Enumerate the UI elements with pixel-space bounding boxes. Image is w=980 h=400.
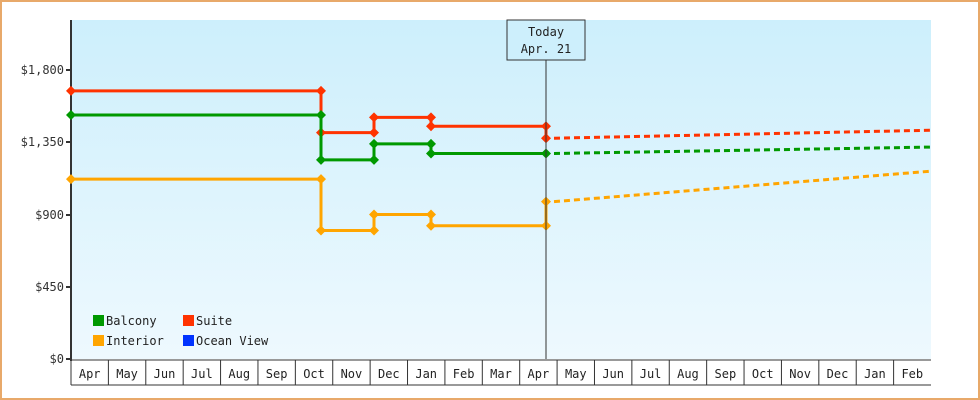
x-axis: Apr May Jun Jul Aug Sep Oct Nov Dec Jan Feb Mar Apr M… (70, 359, 931, 386)
x-tick-label: Jul (640, 367, 662, 381)
legend-label: Ocean View (196, 334, 269, 348)
data-point-marker (369, 127, 379, 138)
data-point-marker (66, 109, 76, 120)
legend-item-interior[interactable]: Interior (93, 334, 164, 348)
x-tick-label: Jan (864, 367, 886, 381)
x-tick-label: Nov (341, 367, 363, 381)
y-axis: $0 $450 $900 $1,350 $1,800 (21, 20, 72, 366)
legend-swatch (183, 315, 194, 326)
data-point-marker (316, 174, 326, 185)
x-tick-label: Mar (490, 367, 512, 381)
x-tick-label: Dec (827, 367, 849, 381)
x-tick-label: Sep (266, 367, 288, 381)
today-marker: Today Apr. 21 (506, 19, 586, 359)
data-point-marker (426, 209, 436, 220)
legend-swatch (183, 335, 194, 346)
x-tick-label: Apr (528, 367, 550, 381)
forecast-line (553, 169, 932, 204)
x-tick-label: Jun (602, 367, 624, 381)
y-tick-label: $900 (35, 208, 64, 222)
x-tick-label: Feb (453, 367, 475, 381)
data-point-marker (426, 138, 436, 149)
legend-item-ocean-view[interactable]: Ocean View (183, 334, 269, 348)
x-tick-label: Dec (378, 367, 400, 381)
x-tick-label: Jan (415, 367, 437, 381)
x-tick-label: Oct (752, 367, 774, 381)
legend-swatch (93, 315, 104, 326)
legend-label: Interior (106, 334, 164, 348)
data-point-marker (66, 174, 76, 185)
x-tick-label: Apr (79, 367, 101, 381)
legend-item-suite[interactable]: Suite (183, 314, 232, 328)
x-tick-label: Aug (677, 367, 699, 381)
x-tick-label: Feb (901, 367, 923, 381)
legend-label: Balcony (106, 314, 157, 328)
legend-label: Suite (196, 314, 232, 328)
data-point-marker (66, 85, 76, 96)
today-label: Today (528, 25, 564, 39)
x-tick-label: Aug (228, 367, 250, 381)
data-point-marker (316, 154, 326, 165)
data-point-marker (369, 209, 379, 220)
y-tick-label: $1,350 (21, 135, 64, 149)
today-box (506, 19, 586, 61)
legend: Balcony Suite Interior Ocean View (93, 314, 269, 348)
y-tick-label: $1,800 (21, 63, 64, 77)
series-interior (66, 169, 932, 236)
legend-item-balcony[interactable]: Balcony (93, 314, 157, 328)
x-tick-label: Jul (191, 367, 213, 381)
data-point-marker (426, 112, 436, 123)
y-tick-label: $0 (50, 352, 64, 366)
data-point-marker (369, 154, 379, 165)
data-point-marker (426, 121, 436, 132)
x-tick-label: Jun (154, 367, 176, 381)
x-tick-label: Sep (715, 367, 737, 381)
legend-swatch (93, 335, 104, 346)
forecast-line (553, 128, 932, 140)
series-suite (66, 85, 932, 144)
y-tick-label: $450 (35, 280, 64, 294)
x-tick-label: Oct (303, 367, 325, 381)
today-date: Apr. 21 (521, 42, 572, 56)
plot-area (71, 20, 931, 359)
x-tick-label: May (116, 367, 138, 381)
series-balcony (66, 109, 932, 165)
data-point-marker (426, 148, 436, 159)
x-tick-label: May (565, 367, 587, 381)
data-point-marker (316, 109, 326, 120)
data-point-marker (369, 225, 379, 236)
data-point-marker (369, 138, 379, 149)
series-layer (66, 85, 932, 236)
data-point-marker (369, 112, 379, 123)
forecast-line (553, 145, 932, 155)
data-point-marker (316, 225, 326, 236)
data-point-marker (316, 85, 326, 96)
data-point-marker (426, 220, 436, 231)
x-tick-label: Nov (789, 367, 811, 381)
